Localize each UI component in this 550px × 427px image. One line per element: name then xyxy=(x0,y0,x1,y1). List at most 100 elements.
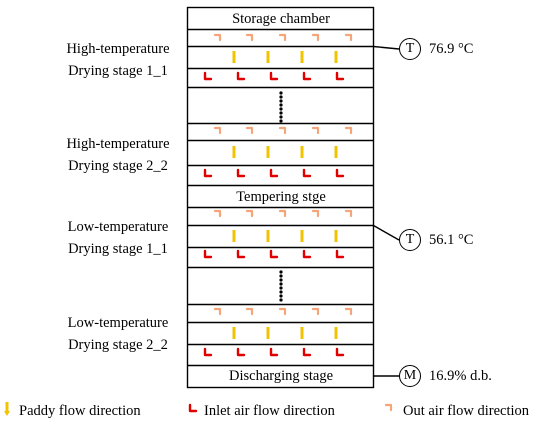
inlet-air-arrow-icon xyxy=(302,168,312,178)
paddy-arrowhead-icon xyxy=(4,411,10,416)
out-air-arrow-icon xyxy=(344,209,353,218)
temperature-sensor-icon: T xyxy=(399,229,421,251)
sensor-leader xyxy=(373,224,400,241)
continuation-dot xyxy=(279,286,283,290)
temperature-sensor-icon: T xyxy=(399,38,421,60)
dryer-column-outline xyxy=(186,6,375,389)
out-air-arrow-icon xyxy=(278,307,287,316)
legend-paddy-label: Paddy flow direction xyxy=(19,403,141,419)
out-air-arrow-icon xyxy=(311,126,320,135)
continuation-dot xyxy=(279,95,283,99)
inlet-air-arrow-icon xyxy=(203,168,213,178)
legend-inlet-label: Inlet air flow direction xyxy=(204,403,335,419)
stage-label-line2: Drying stage 1_1 xyxy=(68,63,168,79)
continuation-dot xyxy=(279,278,283,282)
out-air-arrow-icon xyxy=(344,307,353,316)
inlet-air-arrow-icon xyxy=(335,168,345,178)
inlet-air-arrow-icon xyxy=(302,71,312,81)
inlet-air-arrow-icon xyxy=(335,71,345,81)
continuation-dot xyxy=(279,115,283,119)
paddy-flow-arrow-icon xyxy=(334,51,338,63)
stage-label-line2: Drying stage 1_1 xyxy=(68,241,168,257)
temperature-reading-high: 76.9 °C xyxy=(429,41,474,57)
inlet-air-arrow-icon xyxy=(302,249,312,259)
stage-label-low-2: Low-temperature Drying stage 2_2 xyxy=(40,312,196,356)
paddy-flow-arrow-icon xyxy=(232,230,236,242)
stage-label-line1: Low-temperature xyxy=(67,315,169,331)
inlet-air-arrow-icon xyxy=(236,71,246,81)
inlet-air-arrow-icon xyxy=(269,249,279,259)
legend-outlet-label: Out air flow direction xyxy=(403,403,530,419)
out-air-arrow-icon xyxy=(245,126,254,135)
stage-label-high-1: High-temperature Drying stage 1_1 xyxy=(40,38,196,82)
out-air-arrow-icon xyxy=(213,307,222,316)
stage-label-line2: Drying stage 2_2 xyxy=(68,337,168,353)
out-air-arrow-icon xyxy=(245,33,254,42)
continuation-dot xyxy=(279,111,283,115)
paddy-flow-arrow-icon xyxy=(266,146,270,158)
inlet-air-arrow-icon xyxy=(335,249,345,259)
out-air-arrow-icon xyxy=(278,126,287,135)
stage-label-high-2: High-temperature Drying stage 2_2 xyxy=(40,133,196,177)
inlet-air-arrow-icon xyxy=(236,249,246,259)
inlet-air-arrow-icon xyxy=(236,168,246,178)
paddy-flow-arrow-icon xyxy=(266,230,270,242)
out-air-arrow-icon xyxy=(213,33,222,42)
continuation-dot xyxy=(279,91,283,95)
out-air-arrow-icon xyxy=(245,209,254,218)
out-air-arrow-icon xyxy=(344,126,353,135)
dryer-column xyxy=(186,6,400,389)
continuation-dot xyxy=(279,103,283,107)
out-air-arrow-icon xyxy=(278,33,287,42)
paddy-flow-arrow-icon xyxy=(232,146,236,158)
out-air-arrow-icon xyxy=(311,209,320,218)
out-air-arrow-icon xyxy=(311,33,320,42)
continuation-dot xyxy=(279,119,283,123)
paddy-flow-arrow-icon xyxy=(266,51,270,63)
out-air-arrow-icon xyxy=(278,209,287,218)
inlet-air-arrow-icon xyxy=(203,249,213,259)
inlet-air-arrow-icon xyxy=(188,403,198,413)
stage-label-line1: High-temperature xyxy=(66,41,170,57)
inlet-air-arrow-icon xyxy=(236,347,246,357)
out-air-arrow-icon xyxy=(311,307,320,316)
paddy-flow-arrow-icon xyxy=(334,230,338,242)
out-air-arrow-icon xyxy=(384,403,393,412)
continuation-dot xyxy=(279,294,283,298)
paddy-flow-arrow-icon xyxy=(300,327,304,339)
stage-label-line1: Low-temperature xyxy=(67,219,169,235)
continuation-dot xyxy=(279,282,283,286)
tempering-stage-label: Tempering stge xyxy=(236,189,326,205)
continuation-dot xyxy=(279,99,283,103)
inlet-air-arrow-icon xyxy=(203,71,213,81)
storage-chamber-label: Storage chamber xyxy=(232,11,330,27)
inlet-air-arrow-icon xyxy=(203,347,213,357)
paddy-flow-arrow-icon xyxy=(232,51,236,63)
out-air-arrow-icon xyxy=(245,307,254,316)
moisture-sensor-icon: M xyxy=(399,365,421,387)
paddy-flow-arrow-icon xyxy=(266,327,270,339)
inlet-air-arrow-icon xyxy=(269,168,279,178)
moisture-reading: 16.9% d.b. xyxy=(429,368,492,384)
continuation-dot xyxy=(279,274,283,278)
continuation-dot xyxy=(279,290,283,294)
inlet-air-arrow-icon xyxy=(269,71,279,81)
sensor-leader xyxy=(373,45,400,50)
inlet-air-arrow-icon xyxy=(335,347,345,357)
paddy-flow-arrow-icon xyxy=(232,327,236,339)
continuation-dot xyxy=(279,298,283,302)
out-air-arrow-icon xyxy=(213,126,222,135)
inlet-air-arrow-icon xyxy=(302,347,312,357)
paddy-flow-arrow-icon xyxy=(334,327,338,339)
continuation-dot xyxy=(279,270,283,274)
inlet-air-arrow-icon xyxy=(269,347,279,357)
paddy-flow-arrow-icon xyxy=(300,146,304,158)
paddy-flow-arrow-icon xyxy=(300,51,304,63)
paddy-flow-arrow-icon xyxy=(334,146,338,158)
continuation-dot xyxy=(279,107,283,111)
stage-label-low-1: Low-temperature Drying stage 1_1 xyxy=(40,216,196,260)
paddy-flow-arrow-icon xyxy=(5,402,9,412)
discharging-stage-label: Discharging stage xyxy=(228,368,334,384)
out-air-arrow-icon xyxy=(344,33,353,42)
